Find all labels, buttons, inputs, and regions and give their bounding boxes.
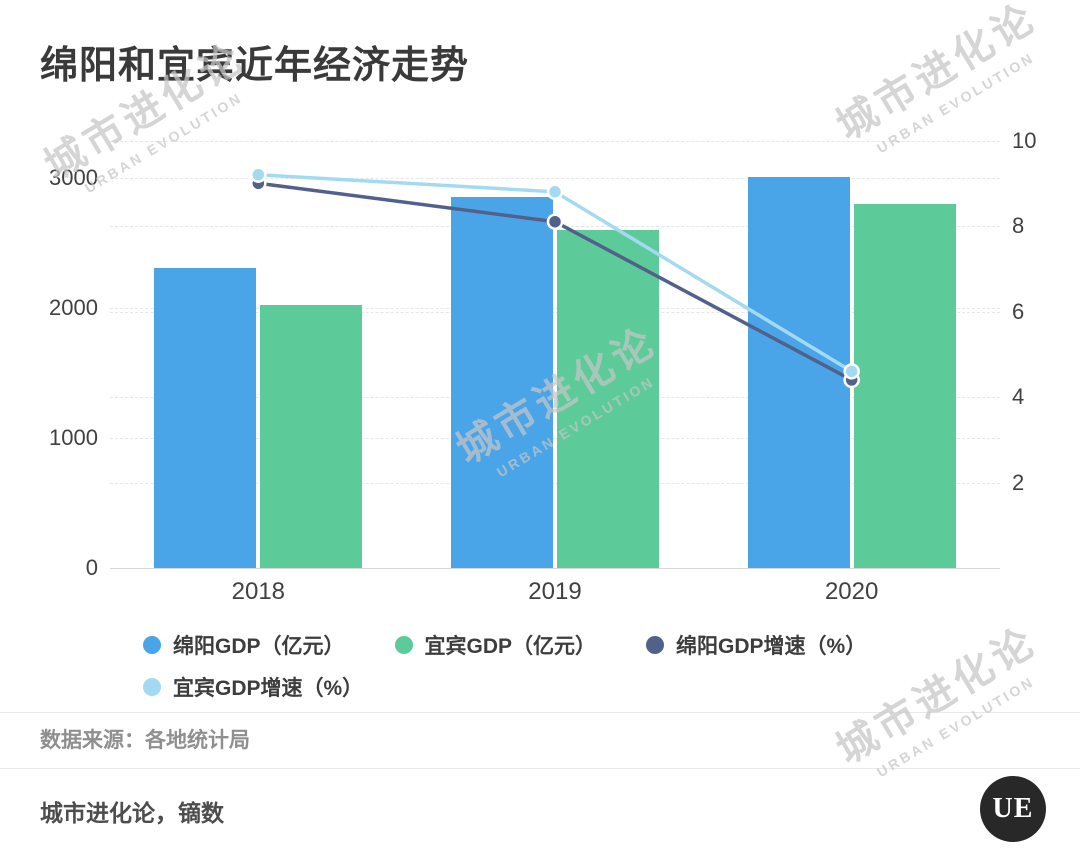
gridline	[110, 140, 1000, 142]
legend-label: 宜宾GDP增速（%）	[173, 677, 364, 700]
gridline	[110, 397, 1000, 398]
legend-item: 宜宾GDP增速（%）	[143, 672, 363, 702]
footer-credit: 城市进化论，镝数	[40, 800, 224, 826]
growth-point	[250, 166, 267, 183]
x-axis-label: 2019	[528, 578, 582, 605]
divider	[0, 712, 1080, 713]
legend-dot-icon	[143, 636, 161, 654]
legend-item: 绵阳GDP增速（%）	[646, 630, 866, 660]
gdp-bar	[557, 229, 659, 568]
legend-item: 宜宾GDP（亿元）	[394, 630, 597, 660]
chart-legend: 绵阳GDP（亿元） 宜宾GDP（亿元） 绵阳GDP增速（%） 宜宾GDP增速（%）	[143, 630, 1043, 702]
legend-dot-icon	[394, 636, 413, 654]
y-axis-label-right: 4	[1012, 384, 1025, 409]
x-axis-line	[110, 568, 1000, 569]
y-axis-label-left: 0	[85, 555, 98, 580]
divider	[0, 768, 1080, 769]
legend-item: 绵阳GDP（亿元）	[143, 630, 345, 660]
source-note: 数据来源：各地统计局	[40, 729, 250, 752]
gridline	[110, 482, 1000, 484]
legend-dot-icon	[143, 678, 161, 696]
legend-label: 宜宾GDP（亿元）	[424, 635, 597, 658]
logo-text: UE	[992, 793, 1034, 824]
gridline	[110, 438, 1000, 439]
legend-label: 绵阳GDP增速（%）	[676, 635, 867, 658]
gridline	[110, 178, 1000, 179]
y-axis-label-left: 1000	[49, 425, 98, 450]
y-axis-label-right: 10	[1012, 127, 1037, 153]
x-axis-label: 2018	[231, 578, 286, 605]
y-axis-label-right: 2	[1012, 469, 1025, 495]
gdp-bar	[451, 196, 553, 568]
legend-dot-icon	[646, 636, 665, 654]
legend-label: 绵阳GDP（亿元）	[173, 635, 345, 658]
legend-row: 宜宾GDP增速（%）	[143, 672, 1043, 702]
combo-chart: 0 1000 2000 3000 2 4 6 8 10 2018 2019 2020	[49, 127, 1037, 606]
urban-evolution-logo: UE	[980, 776, 1046, 842]
x-axis-label: 2020	[824, 578, 879, 605]
y-axis-label-right: 8	[1012, 213, 1025, 238]
legend-row: 绵阳GDP（亿元） 宜宾GDP（亿元） 绵阳GDP增速（%）	[143, 630, 1043, 660]
gdp-bar	[154, 268, 257, 568]
gdp-bar	[260, 304, 363, 568]
gdp-bar	[853, 203, 956, 568]
y-axis-label-left: 2000	[49, 295, 98, 320]
y-axis-label-left: 3000	[49, 165, 98, 190]
page-title: 绵阳和宜宾近年经济走势	[40, 45, 470, 87]
gdp-bar	[747, 176, 850, 568]
y-axis-label-right: 6	[1012, 298, 1025, 324]
